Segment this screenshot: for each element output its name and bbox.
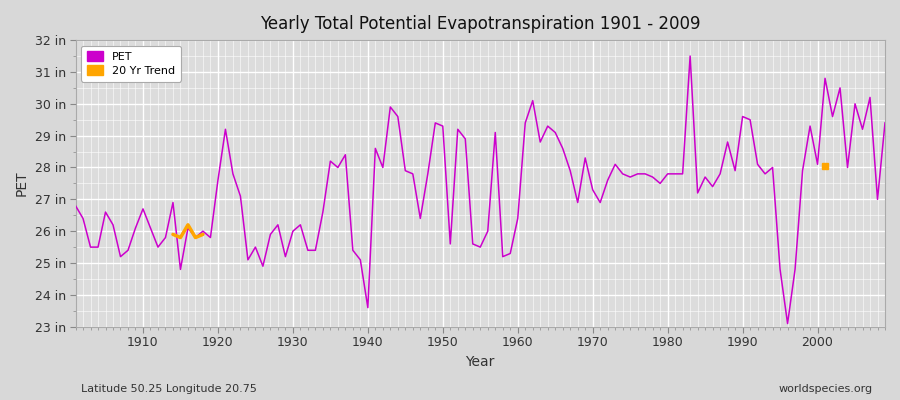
Legend: PET, 20 Yr Trend: PET, 20 Yr Trend	[81, 46, 181, 82]
Y-axis label: PET: PET	[15, 171, 29, 196]
Text: worldspecies.org: worldspecies.org	[778, 384, 873, 394]
Text: Latitude 50.25 Longitude 20.75: Latitude 50.25 Longitude 20.75	[81, 384, 256, 394]
Title: Yearly Total Potential Evapotranspiration 1901 - 2009: Yearly Total Potential Evapotranspiratio…	[260, 15, 700, 33]
X-axis label: Year: Year	[465, 355, 495, 369]
